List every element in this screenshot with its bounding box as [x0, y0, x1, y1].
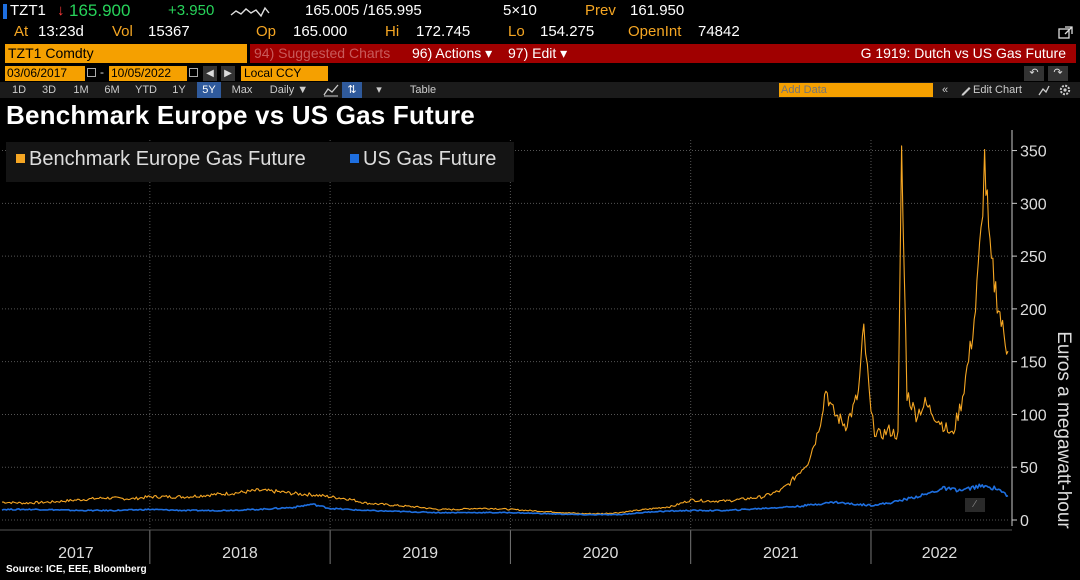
x-tick-label: 2021: [763, 545, 799, 562]
legend-swatch-europe: [16, 154, 25, 163]
last-price: 165.900: [69, 1, 131, 20]
add-data-input[interactable]: [779, 83, 933, 97]
period-5y-button[interactable]: 5Y: [197, 82, 221, 98]
y-tick-label: 300: [1020, 196, 1047, 213]
suggested-charts-button[interactable]: 94) Suggested Charts: [254, 45, 391, 61]
low-label: Lo: [508, 23, 525, 40]
x-tick-label: 2022: [922, 545, 958, 562]
period-6m-button[interactable]: 6M: [104, 84, 120, 96]
redo-icon[interactable]: ↷: [1048, 66, 1068, 81]
series-line-europe: [1, 145, 1009, 515]
net-change: +3.950: [168, 2, 215, 19]
edit-button[interactable]: 97) Edit ▾: [508, 45, 568, 61]
legend-swatch-us: [350, 154, 359, 163]
x-tick-label: 2018: [222, 545, 258, 562]
date-row: 03/06/2017 - 10/05/2022 ◀ ▶ Local CCY ↶ …: [0, 65, 1080, 82]
bid-ask-size: 5×10: [503, 2, 537, 19]
popout-icon[interactable]: [1058, 26, 1074, 40]
period-1d-button[interactable]: 1D: [11, 84, 27, 96]
y-tick-label: 150: [1020, 355, 1047, 372]
resize-handle-icon[interactable]: ∕: [965, 498, 985, 512]
currency-select[interactable]: Local CCY: [241, 66, 328, 81]
menu-bar: 94) Suggested Charts 96) Actions ▾ 97) E…: [250, 44, 1076, 63]
vol-value: 15367: [148, 23, 190, 40]
y-tick-label: 50: [1020, 460, 1038, 477]
period-row: 1D 3D 1M 6M YTD 1Y 5Y Max Daily ▼ ⇅ ▾ Ta…: [0, 82, 1080, 98]
legend-label-us: US Gas Future: [363, 148, 497, 170]
openint-value: 74842: [698, 23, 740, 40]
quote-row: TZT1 ↓ 165.900 +3.950 165.005 /165.995 5…: [0, 0, 1080, 22]
actions-button[interactable]: 96) Actions ▾: [412, 45, 493, 61]
at-label: At: [14, 23, 29, 40]
vol-label: Vol: [112, 23, 133, 40]
end-date-field[interactable]: 10/05/2022: [109, 66, 187, 81]
period-ytd-button[interactable]: YTD: [135, 84, 157, 96]
legend-item-europe: Benchmark Europe Gas Future: [16, 148, 306, 171]
next-arrow-icon[interactable]: ▶: [221, 66, 235, 81]
low-value: 154.275: [540, 23, 595, 40]
edit-chart-button[interactable]: Edit Chart: [973, 84, 1022, 96]
period-1y-button[interactable]: 1Y: [172, 84, 186, 96]
high-label: Hi: [385, 23, 400, 40]
chart-title: Benchmark Europe vs US Gas Future: [6, 100, 475, 130]
source-note: Source: ICE, EEE, Bloomberg: [6, 564, 147, 575]
series-line-us: [1, 483, 1009, 516]
line-chart-icon[interactable]: [323, 83, 339, 97]
y-tick-label: 100: [1020, 407, 1047, 424]
y-tick-label: 0: [1020, 513, 1029, 530]
more-dropdown-icon[interactable]: ▾: [376, 84, 382, 96]
chart-name: G 1919: Dutch vs US Gas Future: [860, 45, 1066, 61]
compare-icon[interactable]: ⇅: [342, 82, 362, 98]
open-value: 165.000: [293, 23, 348, 40]
legend-label-europe: Benchmark Europe Gas Future: [29, 148, 306, 170]
high-value: 172.745: [416, 23, 471, 40]
period-3d-button[interactable]: 3D: [41, 84, 57, 96]
undo-icon[interactable]: ↶: [1024, 66, 1044, 81]
frequency-select[interactable]: Daily ▼: [269, 84, 309, 96]
toolbar-row: TZT1 Comdty 94) Suggested Charts 96) Act…: [0, 43, 1080, 64]
sparkline-icon: [230, 6, 270, 18]
down-arrow-icon: ↓: [57, 2, 65, 19]
legend-item-us: US Gas Future: [350, 148, 496, 171]
calendar-icon[interactable]: [189, 68, 198, 77]
calendar-icon[interactable]: [87, 68, 96, 77]
date-separator: -: [100, 65, 104, 79]
chart-area: 2017 2018 2019 2020 2021 2022 0 50 100 150 200 250…: [0, 130, 1074, 564]
y-axis-label: Euros a megawatt-hour: [1053, 331, 1074, 529]
time-value: 13:23d: [38, 23, 84, 40]
ticker[interactable]: TZT1: [10, 2, 46, 19]
chart-legend: Benchmark Europe Gas Future US Gas Futur…: [6, 142, 514, 182]
y-tick-label: 350: [1020, 144, 1047, 161]
period-1m-button[interactable]: 1M: [73, 84, 89, 96]
pencil-icon[interactable]: [960, 84, 972, 96]
open-label: Op: [256, 23, 277, 40]
chart-settings-icon[interactable]: [1037, 83, 1051, 97]
y-tick-label: 200: [1020, 302, 1047, 319]
gear-icon[interactable]: [1058, 83, 1072, 97]
stats-row: At 13:23d Vol 15367 Op 165.000 Hi 172.74…: [0, 22, 1080, 42]
prev-arrow-icon[interactable]: ◀: [203, 66, 217, 81]
period-max-button[interactable]: Max: [231, 84, 253, 96]
table-button[interactable]: Table: [409, 84, 437, 96]
security-field[interactable]: TZT1 Comdty: [5, 44, 247, 63]
bid-ask: 165.005 /165.995: [305, 2, 422, 19]
start-date-field[interactable]: 03/06/2017: [5, 66, 85, 81]
x-tick-label: 2020: [583, 545, 619, 562]
collapse-icon[interactable]: «: [941, 84, 949, 96]
prev-label: Prev: [585, 2, 616, 19]
openint-label: OpenInt: [628, 23, 682, 40]
y-tick-label: 250: [1020, 249, 1047, 266]
ticker-marker: [3, 4, 7, 19]
x-tick-label: 2017: [58, 545, 94, 562]
x-tick-label: 2019: [402, 545, 438, 562]
prev-value: 161.950: [630, 2, 685, 19]
